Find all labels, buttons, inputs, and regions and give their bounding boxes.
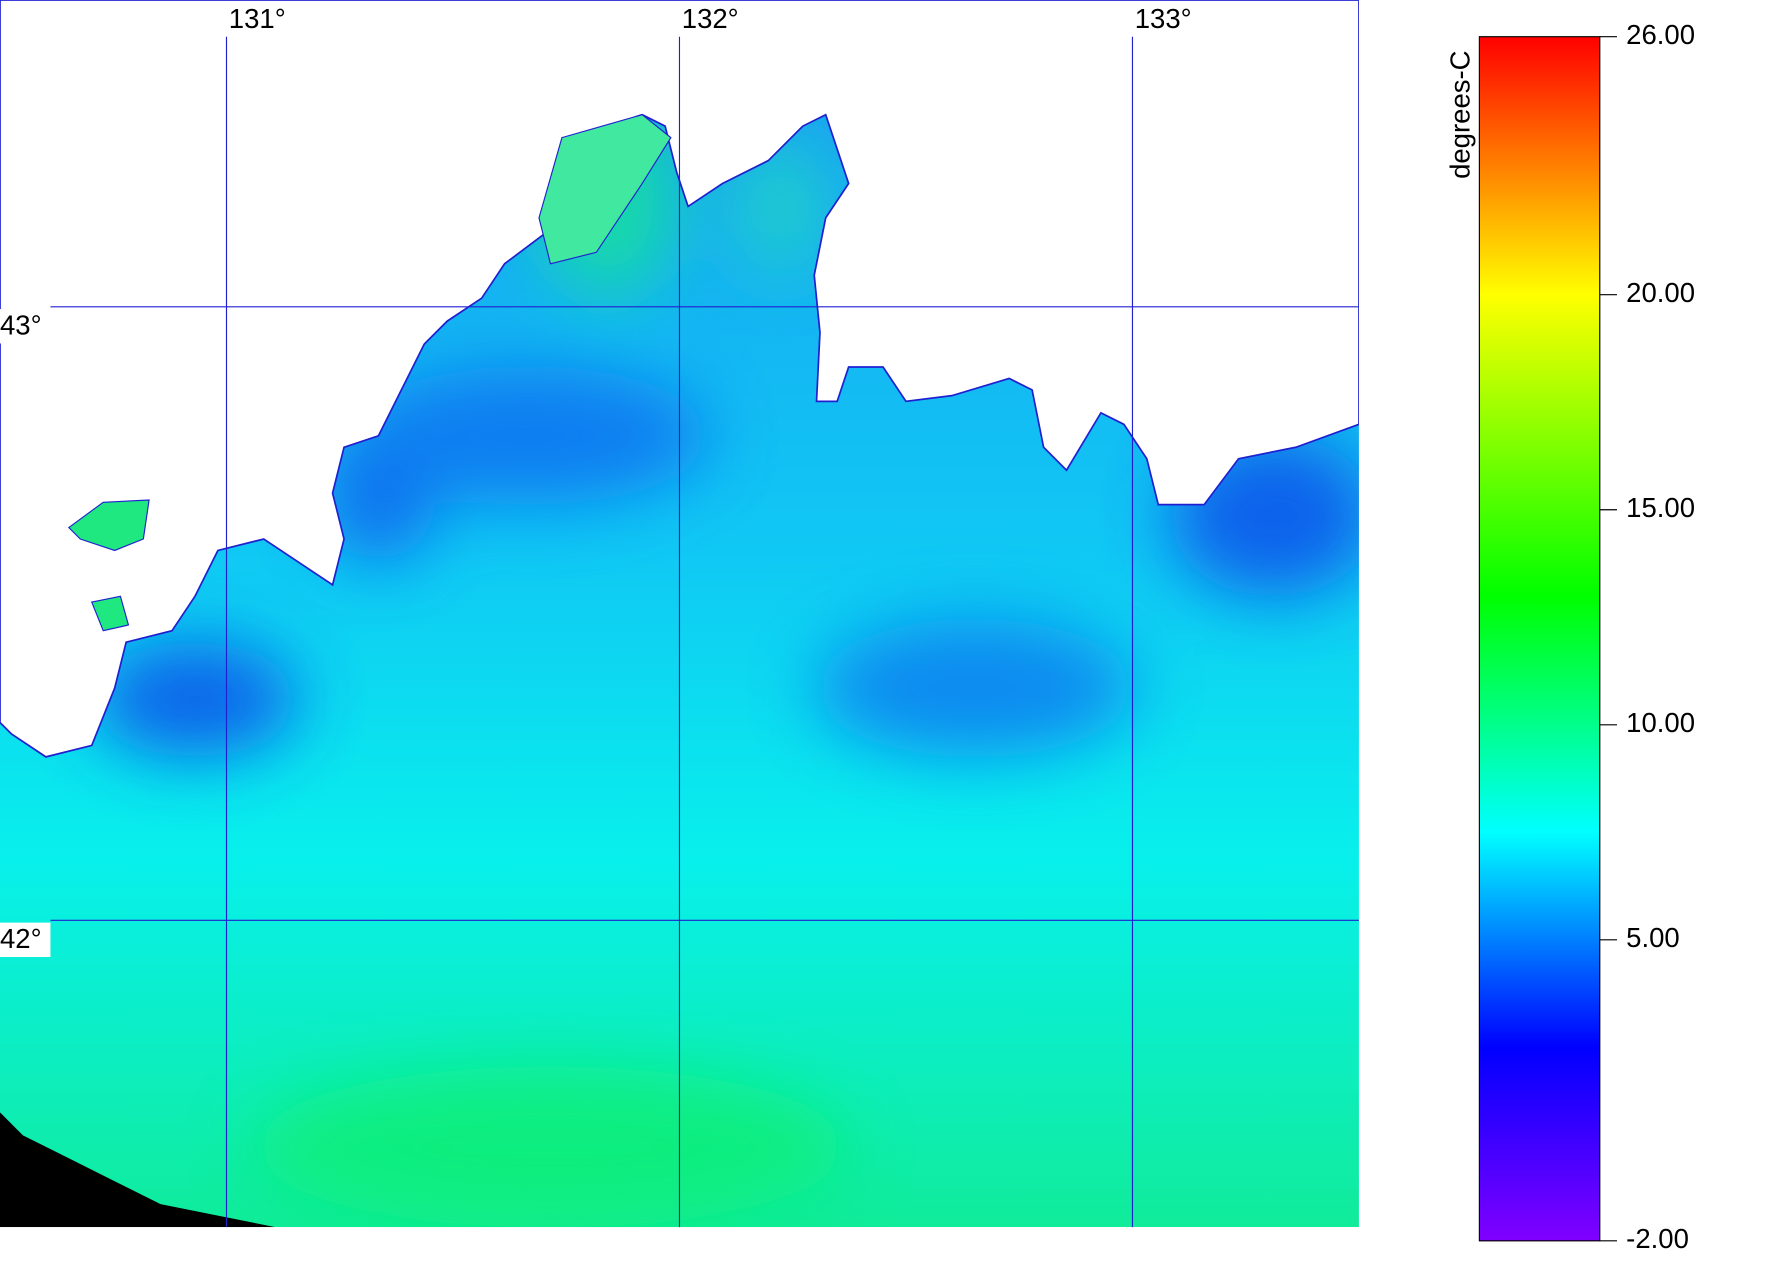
lat-label: 43° <box>0 310 42 341</box>
lon-label: 131° <box>229 3 286 34</box>
colorbar-tick-label: 10.00 <box>1626 707 1695 738</box>
lat-label-bg <box>0 922 51 958</box>
island <box>90 595 130 632</box>
colorbar-tick-label: -2.00 <box>1626 1223 1689 1254</box>
land <box>0 0 1359 758</box>
graticule: 131° 132° 133° 43° 42° <box>0 3 1359 1228</box>
colorbar: degrees-C 26.00 20.00 15.00 10.00 5.00 -2.00 <box>1444 19 1695 1254</box>
colorbar-tick-label: 5.00 <box>1626 922 1680 953</box>
island <box>538 114 672 265</box>
island <box>67 499 150 552</box>
colorbar-label: degrees-C <box>1444 50 1475 178</box>
map-figure: 131° 132° 133° 43° 42° degrees-C 26.00 20.00 1… <box>0 0 1695 1254</box>
colorbar-tick-label: 26.00 <box>1626 19 1695 50</box>
colorbar-tick-label: 15.00 <box>1626 492 1695 523</box>
lon-label: 133° <box>1135 3 1192 34</box>
lat-label-bg <box>0 309 51 344</box>
lon-label: 132° <box>682 3 739 34</box>
sst-image <box>0 0 1359 1228</box>
lat-label: 42° <box>0 923 42 954</box>
colorbar-tick-label: 20.00 <box>1626 277 1695 308</box>
shelf-ice <box>0 1112 276 1228</box>
colorbar-scale <box>1478 36 1601 1242</box>
